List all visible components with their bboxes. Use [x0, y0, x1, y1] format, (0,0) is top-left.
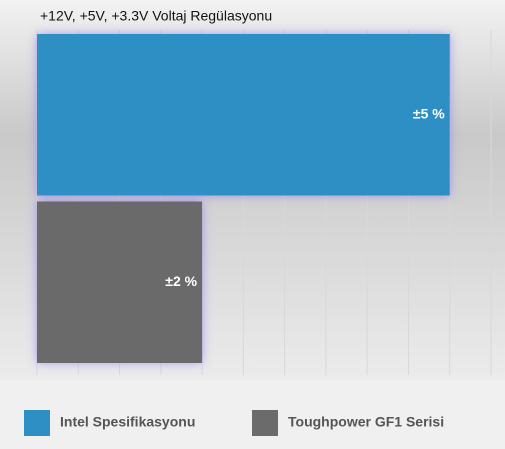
legend-label: Intel Spesifikasyonu [60, 414, 195, 430]
value-label: ±2 % [165, 273, 197, 289]
value-label: ±5 % [413, 105, 445, 121]
bar [37, 34, 450, 196]
legend-label: Toughpower GF1 Serisi [288, 414, 444, 430]
legend-swatch [252, 410, 278, 436]
bar [37, 201, 203, 363]
legend-swatch [24, 410, 50, 436]
chart-title: +12V, +5V, +3.3V Voltaj Regülasyonu [40, 8, 272, 24]
